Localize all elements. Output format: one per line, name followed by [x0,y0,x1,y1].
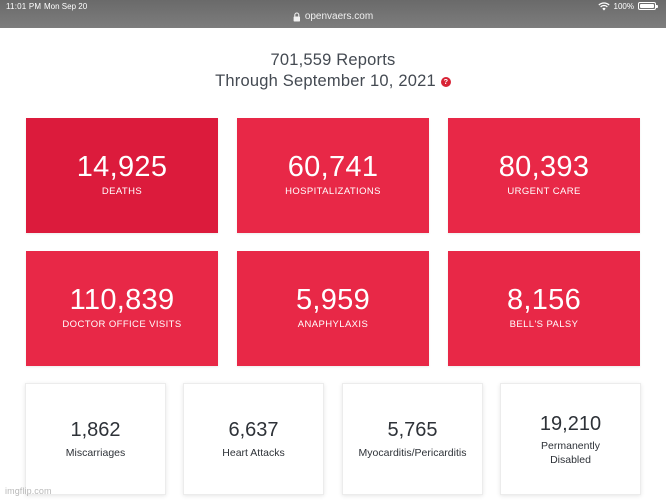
stat-value: 60,741 [287,151,379,183]
stat-value: 5,765 [387,419,438,441]
status-time: 11:01 PM [6,2,42,11]
stat-label: Permanently Disabled [541,439,600,466]
stat-label: ANAPHYLAXIS [297,319,369,330]
lock-icon [293,11,301,21]
stat-value: 5,959 [295,284,371,316]
stat-value: 80,393 [498,151,590,183]
stat-card-deaths[interactable]: 14,925 DEATHS [26,118,218,233]
status-date: Mon Sep 20 [44,2,88,11]
stat-value: 14,925 [76,151,168,183]
help-icon[interactable]: ? [440,77,451,87]
report-date-line: Through September 10, 2021 ? [215,70,451,92]
stat-card-miscarriages[interactable]: 1,862 Miscarriages [25,383,166,495]
stat-card-hospitalizations[interactable]: 60,741 HOSPITALIZATIONS [237,118,429,233]
reports-count: 701,559 Reports [270,51,396,69]
stat-card-heart-attacks[interactable]: 6,637 Heart Attacks [183,383,324,495]
stat-label: DOCTOR OFFICE VISITS [62,319,182,330]
stat-value: 8,156 [506,284,582,316]
stat-label: Heart Attacks [222,447,285,459]
stat-value: 19,210 [539,412,602,435]
page-header: 701,559 Reports Through September 10, 20… [0,50,666,92]
address-bar[interactable]: openvaers.com [293,11,373,22]
stat-value: 6,637 [228,419,279,441]
stat-card-doctor-office-visits[interactable]: 110,839 DOCTOR OFFICE VISITS [26,251,218,366]
stat-label: HOSPITALIZATIONS [285,186,381,197]
stat-value: 1,862 [70,419,121,441]
stat-label: Myocarditis/Pericarditis [358,447,467,459]
report-date-text: Through September 10, 2021 [215,72,436,90]
stat-card-permanently-disabled[interactable]: 19,210 Permanently Disabled [500,383,641,495]
status-indicators: 100% [597,1,658,11]
battery-level [640,4,654,8]
wifi-icon [597,1,610,10]
stat-label: BELL'S PALSY [509,319,579,330]
stat-card-bells-palsy[interactable]: 8,156 BELL'S PALSY [448,251,640,366]
stat-card-urgent-care[interactable]: 80,393 URGENT CARE [448,118,640,233]
imgflip-watermark: imgflip.com [5,486,52,496]
stat-card-myocarditis-pericarditis[interactable]: 5,765 Myocarditis/Pericarditis [342,383,483,495]
stat-label: DEATHS [101,186,143,197]
stat-label: URGENT CARE [507,186,581,197]
status-bar: 11:01 PM Mon Sep 20 100% openvaers.com [0,0,666,28]
stat-label: Miscarriages [65,447,126,459]
battery-percent: 100% [613,1,634,11]
stat-value: 110,839 [69,284,175,316]
url-text[interactable]: openvaers.com [304,11,374,22]
battery-icon [638,2,658,10]
stat-card-anaphylaxis[interactable]: 5,959 ANAPHYLAXIS [237,251,429,366]
